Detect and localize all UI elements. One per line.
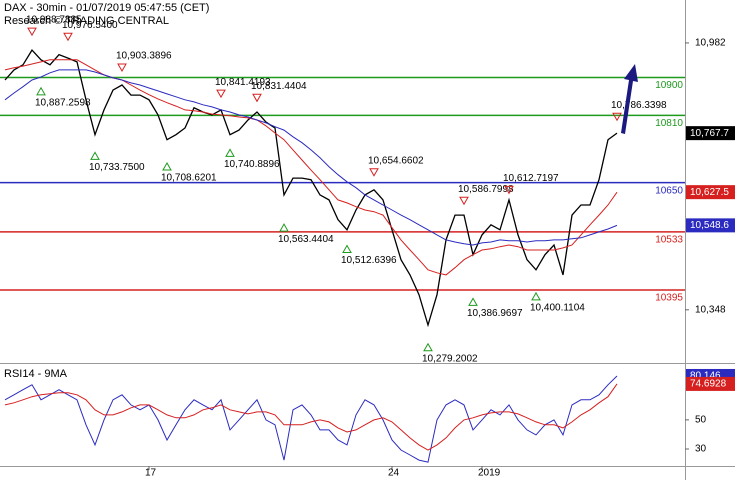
low-marker [36, 86, 46, 96]
y-tick-label: 10,348 [695, 304, 726, 315]
x-tick-label: 24 [388, 468, 400, 479]
low-marker [531, 291, 541, 301]
low-label: 10,279.2002 [422, 353, 478, 364]
last-value-box [686, 185, 735, 200]
low-marker [225, 148, 235, 157]
high-marker [117, 63, 127, 73]
x-tick-label: 17 [145, 468, 157, 479]
series-line [4, 69, 618, 246]
last-value-box [686, 376, 735, 391]
last-value-box [686, 126, 735, 141]
level-label: 10900 [655, 80, 683, 91]
high-label: 10,654.6602 [368, 155, 424, 166]
level-label: 10650 [655, 185, 683, 196]
low-label: 10,740.8896 [224, 159, 280, 170]
high-label: 10,903.3896 [116, 51, 172, 62]
forecast-arrow [621, 64, 638, 134]
last-value-label: 74.6928 [690, 379, 727, 390]
low-label: 10,887.2598 [35, 97, 91, 108]
high-label: 10,586.7998 [458, 184, 514, 195]
low-marker [279, 223, 289, 232]
last-value-box [686, 218, 735, 233]
high-label: 10,988.7885 [26, 15, 82, 26]
x-tick-label: 2019 [478, 468, 501, 479]
last-value-label: 10,627.5 [690, 187, 729, 198]
high-marker [27, 27, 37, 37]
low-marker [162, 162, 172, 171]
last-value-label: 10,548.6 [690, 220, 729, 231]
last-value-label: 10,767.7 [690, 128, 729, 139]
series-line [4, 49, 618, 328]
level-label: 10810 [655, 118, 683, 129]
y-tick-label: 50 [695, 415, 707, 426]
low-label: 10,512.6396 [341, 255, 397, 266]
high-marker [252, 93, 262, 103]
high-marker [504, 185, 514, 195]
low-label: 10,733.7500 [89, 162, 145, 173]
high-label: 10,786.3398 [611, 100, 667, 111]
level-label: 10395 [655, 293, 683, 304]
high-marker [612, 112, 622, 122]
y-tick-label: 30 [695, 444, 707, 455]
level-label: 10533 [655, 235, 683, 246]
last-value-label: 80.146 [690, 371, 721, 382]
high-label: 10,612.7197 [503, 173, 559, 184]
low-marker [90, 151, 100, 160]
low-label: 10,563.4404 [278, 234, 334, 245]
high-marker [63, 32, 73, 42]
high-label: 10,831.4404 [251, 81, 307, 92]
rsi-title: RSI14 - 9MA [4, 368, 68, 380]
low-marker [468, 297, 478, 306]
chart-subtitle: Research © TRADING CENTRAL [4, 15, 169, 27]
low-label: 10,400.1104 [530, 303, 585, 314]
low-marker [342, 244, 352, 254]
high-label: 10,976.5400 [62, 20, 118, 31]
series-line [4, 383, 618, 451]
high-marker [459, 196, 469, 206]
series-line [4, 375, 618, 463]
chart-title: DAX - 30min - 01/07/2019 05:47:55 (CET) [4, 2, 209, 14]
low-label: 10,386.9697 [467, 308, 523, 319]
high-label: 10,841.4193 [215, 77, 271, 88]
low-label: 10,708.6201 [161, 173, 217, 184]
low-marker [423, 342, 433, 352]
high-marker [369, 168, 379, 177]
y-tick-label: 10,982 [695, 38, 726, 49]
high-marker [216, 89, 226, 99]
